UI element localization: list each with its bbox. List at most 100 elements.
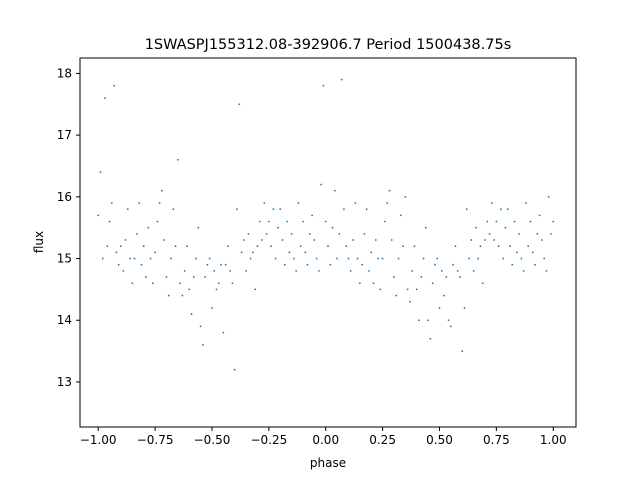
data-point <box>358 282 361 285</box>
data-point <box>372 282 375 285</box>
data-point <box>411 269 414 272</box>
data-point <box>131 282 134 285</box>
data-point <box>361 263 364 266</box>
data-point <box>126 208 129 211</box>
data-point <box>461 350 464 352</box>
data-point <box>488 232 491 235</box>
data-point <box>208 257 211 260</box>
y-tick-label: 15 <box>57 252 72 266</box>
data-point <box>311 214 313 217</box>
data-point <box>447 319 450 322</box>
x-tick-label: 0.25 <box>369 433 396 447</box>
data-point <box>192 276 195 278</box>
data-point <box>245 269 247 272</box>
data-point <box>402 245 404 248</box>
x-tick-label: 0.00 <box>312 433 339 447</box>
data-point <box>345 245 348 248</box>
data-point <box>110 202 113 204</box>
data-point <box>443 294 445 297</box>
data-point <box>283 263 286 266</box>
data-point <box>197 226 200 229</box>
data-point <box>129 257 131 260</box>
data-point <box>454 245 457 248</box>
data-point <box>374 239 377 241</box>
x-tick-label: 1.00 <box>540 433 567 447</box>
data-point <box>281 239 284 241</box>
data-point <box>308 232 311 235</box>
data-point <box>338 232 341 235</box>
data-point <box>247 232 250 235</box>
data-point <box>495 220 498 223</box>
data-point <box>286 220 288 223</box>
data-point <box>388 189 391 192</box>
data-point <box>149 257 152 260</box>
data-point <box>409 300 411 303</box>
data-point <box>272 208 275 211</box>
y-tick-label: 14 <box>57 313 72 327</box>
data-point <box>304 251 307 254</box>
data-point <box>497 245 500 248</box>
data-point <box>472 269 475 272</box>
data-point <box>431 282 434 285</box>
data-point <box>190 313 193 315</box>
data-point <box>370 251 373 254</box>
data-point <box>529 220 532 223</box>
data-point <box>165 276 168 278</box>
data-point <box>318 269 320 272</box>
data-point <box>420 276 423 278</box>
chart-title: 1SWASPJ155312.08-392906.7 Period 1500438… <box>145 37 512 53</box>
data-point <box>536 232 539 235</box>
data-point <box>427 319 430 322</box>
data-point <box>263 202 266 204</box>
data-point <box>211 307 213 309</box>
data-point <box>313 239 316 241</box>
data-point <box>135 232 138 235</box>
data-point <box>252 251 254 254</box>
data-point <box>331 226 334 229</box>
data-point <box>156 220 159 223</box>
data-point <box>183 269 186 272</box>
data-point <box>513 220 516 223</box>
data-point <box>438 307 441 309</box>
data-point <box>504 226 507 229</box>
data-point <box>534 263 536 266</box>
y-axis-label: flux <box>32 231 46 253</box>
data-point <box>429 337 432 340</box>
data-point <box>167 294 170 297</box>
data-point <box>104 97 106 100</box>
data-point <box>506 208 509 211</box>
data-point <box>115 251 118 254</box>
data-point <box>522 269 525 272</box>
data-point <box>299 245 302 248</box>
data-point <box>292 257 295 260</box>
data-point <box>222 331 225 334</box>
data-point <box>470 239 473 241</box>
data-point <box>336 257 338 260</box>
data-point <box>302 220 304 223</box>
data-point <box>101 257 104 260</box>
data-point <box>206 263 209 266</box>
data-point <box>120 245 122 248</box>
plot-area <box>80 58 576 427</box>
data-point <box>481 282 484 285</box>
data-point <box>390 239 393 241</box>
data-point <box>161 189 163 192</box>
plot-frame <box>79 57 577 428</box>
data-point <box>220 263 222 266</box>
data-point <box>531 251 534 254</box>
data-point <box>365 208 368 211</box>
data-point <box>363 232 366 235</box>
data-point <box>108 220 111 223</box>
data-point <box>154 251 156 254</box>
data-point <box>142 245 145 248</box>
data-point <box>356 257 359 260</box>
data-point <box>265 232 268 235</box>
data-point <box>377 257 379 260</box>
y-axis-ticks: 13 14 15 16 17 18 <box>57 66 80 389</box>
data-point <box>399 214 402 217</box>
data-point <box>354 202 357 204</box>
data-point <box>240 251 243 254</box>
data-point <box>424 226 427 229</box>
data-point <box>349 269 352 272</box>
data-point <box>465 208 468 211</box>
